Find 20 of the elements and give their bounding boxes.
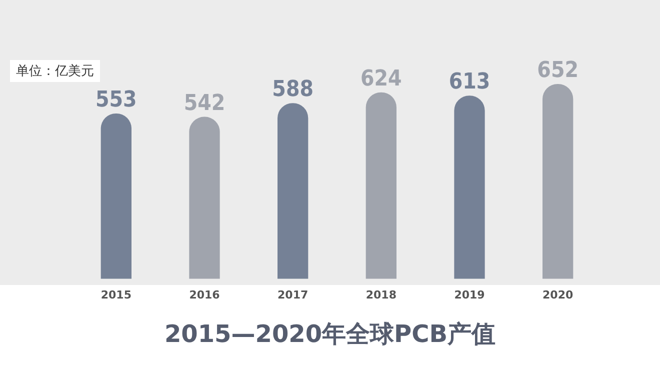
data-label: 652 xyxy=(537,58,578,84)
data-label: 588 xyxy=(272,77,314,102)
bar xyxy=(100,114,132,279)
data-label: 613 xyxy=(448,70,490,95)
data-label: 624 xyxy=(360,66,402,92)
bar xyxy=(454,96,485,279)
x-tick-label: 2019 xyxy=(454,288,485,302)
x-tick-label: 2016 xyxy=(189,288,220,302)
bar xyxy=(542,84,574,279)
bar xyxy=(278,103,308,279)
data-label: 553 xyxy=(96,88,137,113)
bar xyxy=(189,116,220,279)
x-tick-label: 2017 xyxy=(278,288,308,302)
text: 2015—2020年全球PCB产值 xyxy=(163,319,497,350)
bar xyxy=(366,92,396,279)
data-label: 542 xyxy=(184,90,226,116)
text: 单位：亿美元 xyxy=(10,60,100,82)
x-tick-label: 2018 xyxy=(366,288,396,302)
x-tick-label: 2015 xyxy=(100,288,132,302)
x-tick-label: 2020 xyxy=(542,288,574,302)
